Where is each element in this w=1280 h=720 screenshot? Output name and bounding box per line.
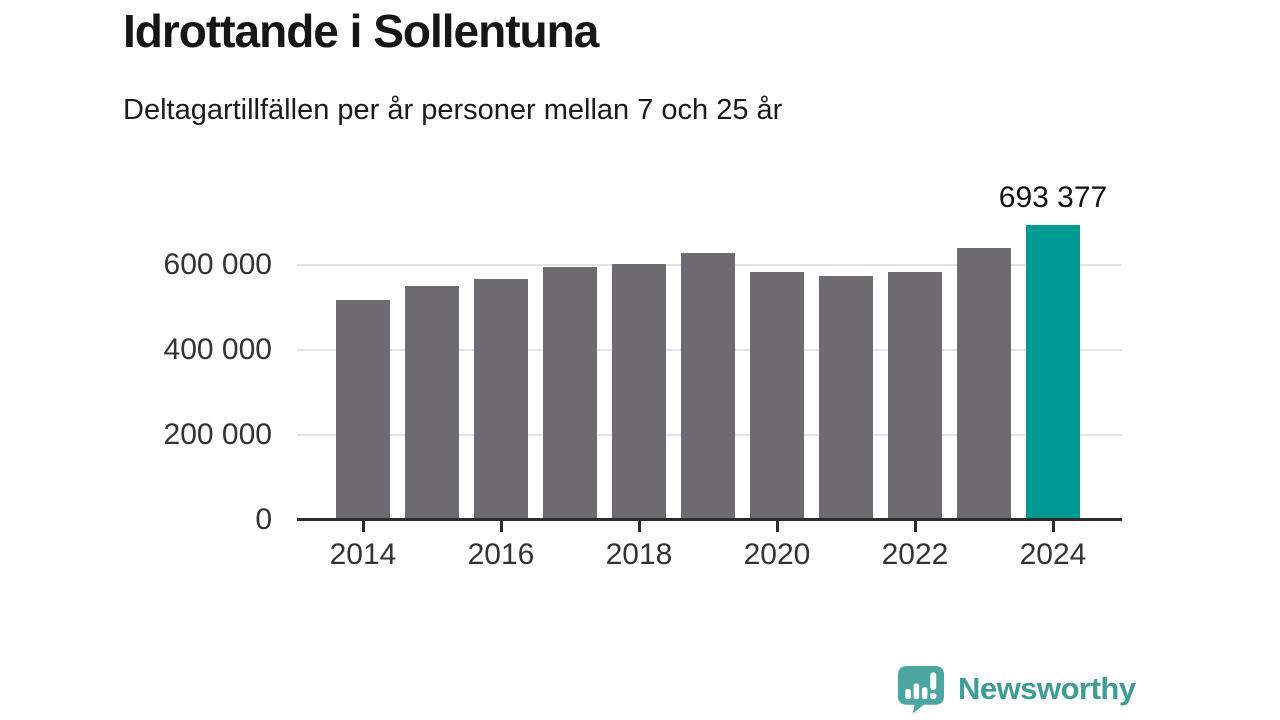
highlight-value-label: 693 377: [998, 180, 1108, 214]
bar-2020: [750, 271, 804, 520]
x-axis-tick-label: 2024: [1019, 538, 1087, 571]
x-axis-tick-label: 2014: [329, 538, 397, 571]
bar-2016: [474, 279, 528, 520]
x-axis-tick-label: 2022: [881, 538, 949, 571]
x-axis-tick-2014: [361, 521, 365, 532]
bar-2014: [336, 300, 390, 520]
y-axis-tick-label: 200 000: [163, 417, 272, 451]
y-axis-tick-label: 0: [255, 503, 272, 536]
bar-2015: [405, 285, 459, 520]
bar-2023: [957, 247, 1011, 520]
x-axis-tick-2016: [499, 521, 503, 532]
x-axis-tick-label: 2020: [743, 538, 811, 571]
brand-footer: Newsworthy: [897, 663, 1136, 715]
brand-name: Newsworthy: [958, 671, 1136, 706]
bar-2019: [681, 252, 735, 520]
x-axis-tick-label: 2016: [467, 538, 535, 571]
x-axis-line: [297, 518, 1122, 521]
newsworthy-logo-icon: [897, 665, 945, 713]
y-axis-tick-label: 400 000: [163, 332, 272, 366]
bar-2017: [543, 266, 597, 520]
bar-2022: [888, 271, 942, 520]
bar-2021: [819, 275, 873, 520]
page-subtitle: Deltagartillfällen per år personer mella…: [123, 94, 783, 126]
x-axis-tick-2018: [637, 521, 641, 532]
x-axis-tick-2020: [775, 521, 779, 532]
x-axis-tick-2022: [913, 521, 917, 532]
page-title: Idrottande i Sollentuna: [123, 5, 599, 57]
bar-2018: [612, 263, 666, 520]
x-axis-tick-label: 2018: [605, 538, 673, 571]
bar-chart: 0 200 000 400 000 600 000 2014 2016 2018 2020 20…: [163, 180, 1122, 571]
bar-2024: [1026, 224, 1080, 520]
y-axis-tick-label: 600 000: [163, 247, 272, 281]
x-axis-tick-2024: [1051, 521, 1055, 532]
